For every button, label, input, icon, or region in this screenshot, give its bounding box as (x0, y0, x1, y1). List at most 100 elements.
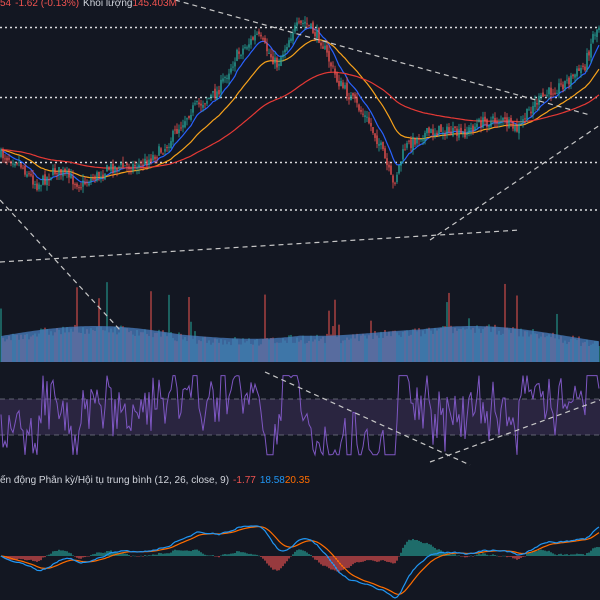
macd-histogram-bar (512, 556, 514, 559)
candle-body (486, 119, 488, 127)
candle-body (522, 119, 524, 124)
candle-body (436, 132, 438, 136)
candle-body (432, 129, 434, 136)
macd-histogram-bar (476, 554, 478, 556)
candle-body (556, 92, 558, 94)
candle-body (64, 168, 66, 173)
macd-histogram-bar (400, 552, 402, 556)
macd-histogram-bar (30, 556, 32, 560)
trendline-rsi-down[interactable] (264, 371, 471, 466)
candle-body (460, 127, 462, 134)
candle-body (210, 94, 212, 98)
candle-body (376, 135, 378, 144)
macd-histogram-bar (28, 556, 30, 561)
candle-body (488, 125, 490, 128)
candle-body (242, 48, 244, 55)
macd-histogram-bar (360, 556, 362, 563)
candle-body (510, 118, 512, 121)
candle-body (268, 52, 270, 54)
candle-body (372, 127, 374, 133)
trendline-rsi-up[interactable] (429, 399, 600, 463)
candle-body (456, 128, 458, 136)
candle-body (54, 168, 56, 175)
candle-body (60, 169, 62, 175)
candle-body (356, 97, 358, 103)
macd-histogram-bar (194, 549, 196, 556)
candle-body (110, 164, 112, 171)
volume-bar (76, 287, 78, 362)
change-prefix: 54 (0, 0, 12, 9)
macd-histogram-bar (434, 548, 436, 556)
candle-body (132, 163, 134, 171)
candle-body (520, 121, 522, 123)
horizontal-level-lines[interactable] (0, 26, 600, 211)
macd-histogram-bar (540, 549, 542, 556)
macd-histogram-bar (372, 556, 374, 561)
macd-histogram-bar (402, 547, 404, 556)
macd-histogram-bar (36, 556, 38, 562)
candle-body (164, 148, 166, 152)
macd-histogram-bar (466, 556, 468, 558)
rsi-pane (0, 375, 600, 457)
macd-histogram-bar (332, 556, 334, 570)
macd-histogram-bar (206, 555, 208, 556)
candle-body (594, 34, 596, 36)
macd-histogram-bar (154, 554, 156, 556)
candle-body (168, 146, 170, 148)
macd-value: 18.58 (259, 475, 285, 486)
macd-histogram-bar (522, 556, 524, 557)
candle-body (218, 89, 220, 95)
moving-average-lines (0, 26, 600, 184)
macd-histogram-bar (34, 556, 36, 562)
macd-histogram-bar (216, 556, 218, 557)
candle-body (306, 23, 308, 25)
candle-body (276, 57, 278, 68)
macd-histogram-bar (202, 553, 204, 556)
candle-body (582, 65, 584, 67)
macd-histogram-bar (188, 550, 190, 556)
macd-histogram-bar (140, 555, 142, 557)
candle-body (90, 178, 92, 182)
trendline-rising-right[interactable] (429, 124, 600, 241)
macd-histogram-bar (94, 553, 96, 556)
candle-body (508, 119, 510, 128)
candle-body (438, 125, 440, 134)
macd-histogram-bar (192, 550, 194, 556)
macd-histogram-bar (76, 556, 78, 558)
macd-histogram-bar (530, 553, 532, 556)
macd-histogram-bar (488, 555, 490, 556)
macd-histogram-bar (420, 541, 422, 556)
candle-body (42, 175, 44, 185)
macd-histogram-bar (144, 555, 146, 556)
macd-histogram-bar (152, 554, 154, 556)
candle-body (92, 178, 94, 180)
candle-body (82, 180, 84, 187)
candle-body (348, 97, 350, 100)
macd-pane (0, 525, 600, 599)
candle-body (428, 127, 430, 133)
candle-body (182, 125, 184, 128)
candle-body (516, 124, 518, 132)
candle-body (484, 116, 486, 122)
macd-histogram-bar (458, 555, 460, 556)
macd-histogram-bar (338, 556, 340, 573)
candle-body (160, 148, 162, 153)
candle-body (290, 38, 292, 41)
candle-body (442, 132, 444, 135)
trendline-rising-support[interactable] (0, 229, 521, 263)
macd-histogram-bar (580, 553, 582, 556)
macd-histogram-bar (568, 555, 570, 556)
macd-histogram-bar (426, 542, 428, 556)
trendlines[interactable] (0, 0, 600, 466)
macd-histogram-bar (498, 556, 500, 557)
candle-body (512, 121, 514, 129)
candle-body (332, 65, 334, 67)
candle-body (420, 138, 422, 141)
candle-body (272, 56, 274, 65)
candle-body (584, 66, 586, 71)
trendline-falling-left[interactable] (0, 199, 121, 331)
rsi-line (0, 375, 600, 457)
candle-body (86, 182, 88, 184)
volume-bar (168, 294, 170, 362)
